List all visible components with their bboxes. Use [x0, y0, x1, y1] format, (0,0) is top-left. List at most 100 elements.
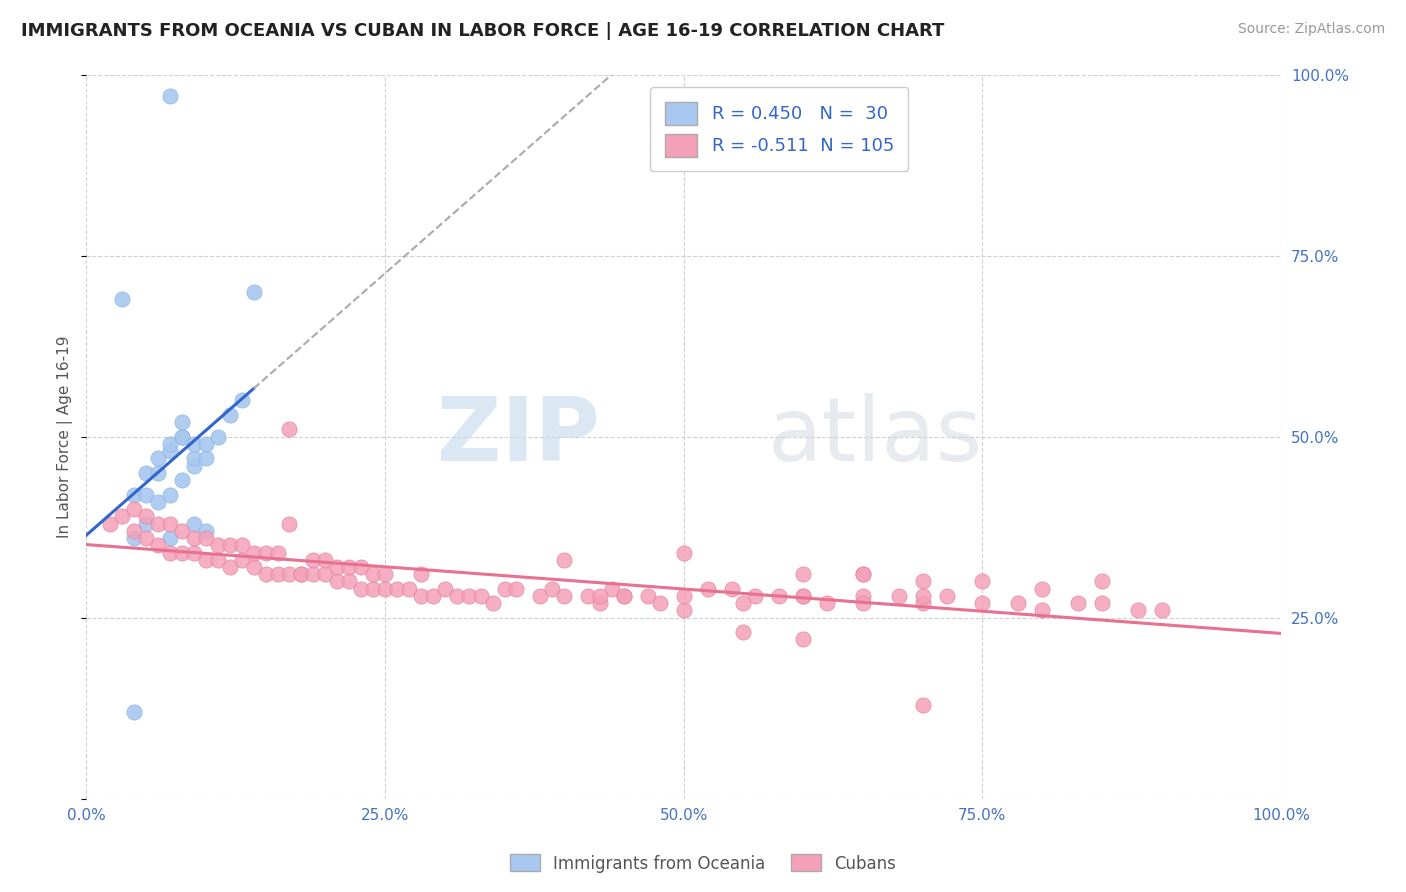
Point — [170, 545, 193, 559]
Point — [290, 567, 312, 582]
Point — [266, 567, 288, 582]
Point — [589, 589, 612, 603]
Point — [326, 574, 349, 589]
Point — [1126, 603, 1149, 617]
Point — [242, 545, 264, 559]
Point — [576, 589, 599, 603]
Point — [135, 531, 157, 545]
Point — [194, 524, 217, 538]
Point — [111, 292, 134, 306]
Point — [122, 705, 145, 719]
Point — [446, 589, 468, 603]
Point — [972, 574, 994, 589]
Point — [1031, 603, 1053, 617]
Point — [852, 589, 875, 603]
Point — [935, 589, 957, 603]
Point — [792, 589, 814, 603]
Point — [302, 553, 325, 567]
Point — [1007, 596, 1029, 610]
Point — [852, 567, 875, 582]
Point — [254, 545, 277, 559]
Point — [194, 531, 217, 545]
Point — [242, 285, 264, 299]
Point — [218, 560, 240, 574]
Point — [505, 582, 527, 596]
Point — [146, 495, 169, 509]
Point — [374, 582, 396, 596]
Point — [231, 538, 253, 552]
Text: IMMIGRANTS FROM OCEANIA VS CUBAN IN LABOR FORCE | AGE 16-19 CORRELATION CHART: IMMIGRANTS FROM OCEANIA VS CUBAN IN LABO… — [21, 22, 945, 40]
Point — [911, 589, 934, 603]
Point — [337, 574, 360, 589]
Point — [733, 596, 755, 610]
Point — [613, 589, 636, 603]
Point — [111, 509, 134, 524]
Point — [314, 553, 336, 567]
Point — [529, 589, 551, 603]
Point — [350, 560, 373, 574]
Point — [720, 582, 742, 596]
Point — [278, 516, 301, 531]
Point — [135, 516, 157, 531]
Point — [361, 582, 384, 596]
Point — [122, 524, 145, 538]
Point — [159, 545, 181, 559]
Point — [302, 567, 325, 582]
Point — [135, 466, 157, 480]
Point — [768, 589, 790, 603]
Point — [146, 466, 169, 480]
Point — [553, 589, 575, 603]
Point — [1150, 603, 1173, 617]
Point — [266, 545, 288, 559]
Point — [815, 596, 838, 610]
Point — [852, 567, 875, 582]
Point — [481, 596, 503, 610]
Point — [159, 487, 181, 501]
Point — [146, 538, 169, 552]
Point — [385, 582, 408, 596]
Point — [135, 509, 157, 524]
Point — [494, 582, 516, 596]
Point — [1091, 574, 1114, 589]
Point — [792, 567, 814, 582]
Point — [350, 582, 373, 596]
Point — [98, 516, 121, 531]
Point — [159, 437, 181, 451]
Point — [648, 596, 671, 610]
Point — [278, 422, 301, 436]
Point — [600, 582, 623, 596]
Point — [326, 560, 349, 574]
Point — [744, 589, 766, 603]
Point — [207, 430, 229, 444]
Point — [672, 603, 695, 617]
Point — [337, 560, 360, 574]
Point — [146, 516, 169, 531]
Point — [159, 516, 181, 531]
Text: atlas: atlas — [768, 393, 983, 480]
Point — [398, 582, 420, 596]
Point — [231, 393, 253, 408]
Point — [422, 589, 444, 603]
Point — [159, 89, 181, 103]
Point — [183, 516, 205, 531]
Point — [1091, 596, 1114, 610]
Point — [672, 545, 695, 559]
Point — [183, 545, 205, 559]
Point — [242, 560, 264, 574]
Point — [457, 589, 479, 603]
Point — [122, 487, 145, 501]
Point — [170, 524, 193, 538]
Point — [1031, 582, 1053, 596]
Point — [194, 553, 217, 567]
Point — [135, 487, 157, 501]
Point — [231, 553, 253, 567]
Point — [696, 582, 718, 596]
Point — [170, 415, 193, 429]
Point — [911, 574, 934, 589]
Point — [433, 582, 456, 596]
Point — [792, 589, 814, 603]
Point — [254, 567, 277, 582]
Legend: R = 0.450   N =  30, R = -0.511  N = 105: R = 0.450 N = 30, R = -0.511 N = 105 — [650, 87, 908, 171]
Point — [911, 596, 934, 610]
Point — [194, 437, 217, 451]
